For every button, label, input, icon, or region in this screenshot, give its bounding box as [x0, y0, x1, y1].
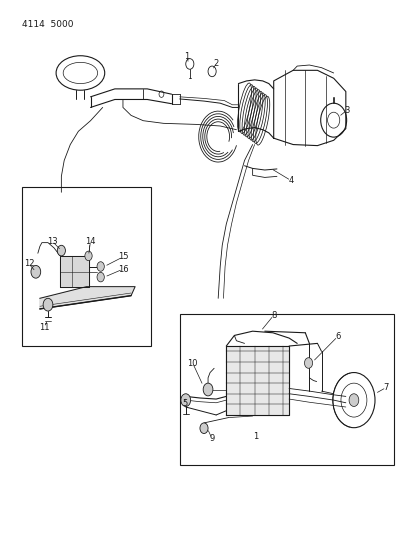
Text: 14: 14 [85, 237, 96, 246]
Text: 9: 9 [209, 434, 215, 443]
Text: 16: 16 [118, 265, 128, 273]
Circle shape [349, 394, 359, 407]
Text: 8: 8 [271, 311, 276, 320]
Circle shape [97, 262, 104, 271]
Circle shape [85, 251, 92, 261]
Text: 4114  5000: 4114 5000 [22, 20, 73, 29]
Polygon shape [40, 287, 135, 309]
Polygon shape [226, 346, 289, 415]
Text: 2: 2 [213, 60, 219, 68]
Circle shape [31, 265, 41, 278]
Circle shape [203, 383, 213, 396]
Text: 5: 5 [182, 399, 187, 408]
Text: 12: 12 [24, 260, 34, 268]
Polygon shape [60, 256, 89, 287]
Bar [22, 187, 151, 346]
Circle shape [43, 298, 53, 311]
Text: 15: 15 [118, 253, 128, 262]
Text: 7: 7 [384, 383, 389, 392]
Circle shape [304, 358, 313, 368]
Text: 10: 10 [187, 359, 198, 367]
Text: 13: 13 [47, 237, 58, 246]
Text: 3: 3 [344, 106, 350, 115]
Circle shape [181, 394, 191, 407]
Text: 4: 4 [288, 176, 294, 185]
Text: 1: 1 [184, 52, 190, 61]
Text: 6: 6 [335, 332, 340, 341]
Text: 1: 1 [253, 432, 259, 441]
Text: 11: 11 [39, 323, 49, 332]
Bar [180, 314, 395, 465]
Circle shape [97, 272, 104, 282]
Circle shape [200, 423, 208, 433]
Circle shape [57, 245, 65, 256]
